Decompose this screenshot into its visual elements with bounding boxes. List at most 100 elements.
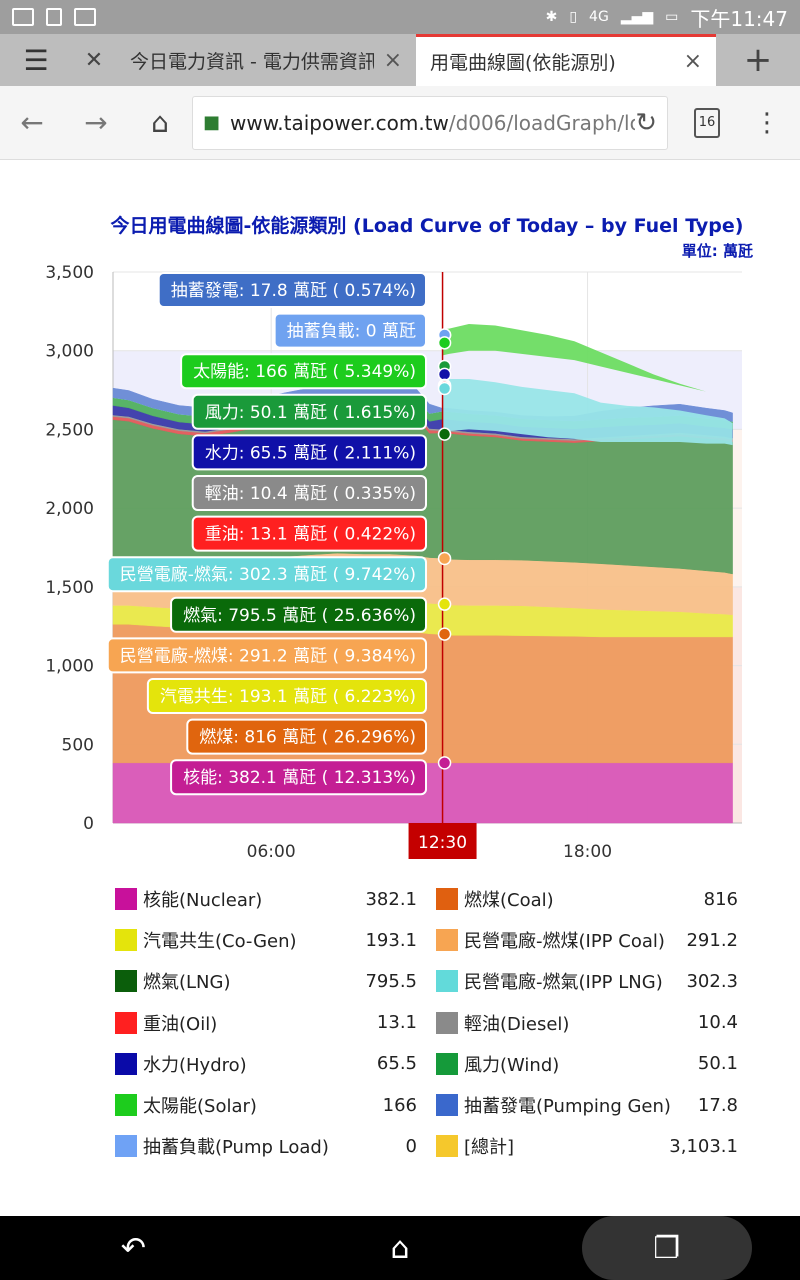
legend-item[interactable]: 太陽能(Solar) 166 (115, 1090, 417, 1120)
legend-swatch (115, 1011, 137, 1034)
recent-apps-icon[interactable]: ❐ (581, 1216, 752, 1280)
tooltip-row: 民營電廠-燃煤: 291.2 萬瓩 ( 9.384%) (106, 637, 427, 674)
y-tick-label: 0 (83, 814, 94, 834)
tooltip-box (180, 353, 427, 390)
gallery-icon (12, 8, 34, 26)
tooltip-box (186, 718, 427, 755)
network-type: 4G (589, 9, 609, 25)
url-path: /d006/loadGraph/lo (448, 110, 636, 135)
legend-item[interactable]: 燃煤(Coal) 816 (436, 884, 738, 914)
tooltip-label: 水力: 65.5 萬瓩 ( 2.111%) (205, 443, 416, 463)
reload-icon[interactable]: ↻ (635, 107, 657, 138)
legend-label: 抽蓄負載(Pump Load) (143, 1137, 329, 1159)
legend-label: 燃氣(LNG) (143, 972, 231, 994)
x-tick-label: 18:00 (563, 842, 612, 862)
tooltip-row: 燃氣: 795.5 萬瓩 ( 25.636%) (170, 596, 427, 633)
y-tick-label: 3,000 (45, 342, 94, 362)
clock: 下午11:47 (690, 6, 788, 31)
tooltip-row: 抽蓄負載: 0 萬瓩 (273, 312, 427, 349)
legend-item[interactable]: 水力(Hydro) 65.5 (115, 1049, 417, 1079)
tooltip-label: 輕油: 10.4 萬瓩 ( 0.335%) (205, 484, 416, 504)
tooltip-marker (437, 367, 452, 382)
legend-swatch (436, 970, 458, 993)
legend-label: 民營電廠-燃煤(IPP Coal) (464, 931, 665, 953)
tab-title: 用電曲線圖(依能源別) (430, 52, 616, 74)
tab-count-button[interactable]: 16 (694, 107, 720, 138)
tooltip-row: 輕油: 10.4 萬瓩 ( 0.335%) (191, 475, 427, 511)
tooltip-box (157, 272, 427, 308)
tooltip-label: 核能: 382.1 萬瓩 ( 12.313%) (183, 768, 416, 788)
overlay-民營電廠-燃氣(IPP LNG) band (442, 379, 733, 446)
legend-label: 輕油(Diesel) (464, 1013, 570, 1035)
legend-label: 水力(Hydro) (143, 1054, 247, 1076)
legend-label: 抽蓄發電(Pumping Gen) (464, 1096, 671, 1117)
new-tab-icon[interactable]: + (743, 40, 773, 80)
hamburger-menu-icon[interactable]: ☰ (23, 43, 49, 77)
load-curve-chart: 今日用電曲線圖-依能源類別 (Load Curve of Today – by … (45, 214, 753, 862)
tooltip-label: 民營電廠-燃煤: 291.2 萬瓩 ( 9.384%) (120, 645, 416, 666)
tooltip-label: 民營電廠-燃氣: 302.3 萬瓩 ( 9.742%) (120, 564, 416, 585)
navigation-bar: ↶ ⌂ ❐ (0, 1216, 800, 1280)
tooltip-row: 風力: 50.1 萬瓩 ( 1.615%) (191, 393, 427, 430)
legend-item[interactable]: 汽電共生(Co-Gen) 193.1 (115, 925, 417, 955)
legend-item[interactable]: 民營電廠-燃氣(IPP LNG) 302.3 (436, 966, 738, 996)
legend-swatch (436, 888, 458, 910)
tooltip-row: 水力: 65.5 萬瓩 ( 2.111%) (191, 434, 427, 471)
tooltip-label: 太陽能: 166 萬瓩 ( 5.349%) (193, 362, 416, 382)
back-nav-icon[interactable]: ↶ (120, 1230, 146, 1266)
y-tick-label: 1,500 (45, 578, 94, 598)
legend-item[interactable]: 民營電廠-燃煤(IPP Coal) 291.2 (436, 925, 738, 955)
tooltip-marker (437, 627, 452, 641)
legend-label: 汽電共生(Co-Gen) (143, 931, 297, 953)
bluetooth-icon: ✱ (545, 9, 558, 25)
tooltip-box (273, 312, 427, 349)
legend-swatch (115, 970, 137, 993)
close-icon[interactable]: ✕ (84, 47, 104, 73)
tab-load-curve[interactable]: 用電曲線圖(依能源別) × (416, 34, 716, 86)
legend-item[interactable]: 燃氣(LNG) 795.5 (115, 966, 417, 996)
signal-icon: ▂▄▆ (620, 9, 654, 25)
cursor-label: 12:30 (418, 833, 467, 853)
lock-icon: ■ (203, 112, 221, 133)
tab-close-icon[interactable]: × (683, 49, 702, 74)
legend-value: 65.5 (376, 1053, 417, 1075)
legend-label: 風力(Wind) (464, 1054, 560, 1076)
legend-item[interactable]: 抽蓄負載(Pump Load) 0 (115, 1131, 417, 1161)
home-nav-icon[interactable]: ⌂ (390, 1230, 410, 1266)
tooltip-row: 抽蓄發電: 17.8 萬瓩 ( 0.574%) (157, 272, 427, 308)
legend-item[interactable]: 核能(Nuclear) 382.1 (115, 884, 417, 914)
legend-value: 302.3 (686, 970, 738, 992)
legend-swatch (436, 1052, 458, 1075)
forward-arrow-icon[interactable]: → (84, 106, 108, 139)
url-bar[interactable]: ■ www.taipower.com.tw /d006/loadGraph/lo… (192, 95, 668, 150)
legend-swatch (115, 1094, 137, 1116)
legend-swatch (115, 888, 137, 910)
tooltip-marker (437, 551, 452, 566)
tab-close-icon[interactable]: × (383, 47, 402, 73)
tooltip-label: 抽蓄發電: 17.8 萬瓩 ( 0.574%) (171, 281, 416, 301)
legend-swatch (115, 1135, 137, 1158)
tooltip-row: 重油: 13.1 萬瓩 ( 0.422%) (191, 515, 427, 552)
tooltip-box (170, 759, 427, 796)
y-tick-label: 3,500 (45, 263, 94, 283)
legend-item[interactable]: 風力(Wind) 50.1 (436, 1049, 738, 1079)
legend-label: 重油(Oil) (143, 1013, 218, 1035)
tooltip-row: 汽電共生: 193.1 萬瓩 ( 6.223%) (146, 678, 427, 714)
y-tick-label: 1,000 (45, 657, 94, 677)
home-icon[interactable]: ⌂ (151, 106, 169, 139)
x-tick-label: 06:00 (247, 842, 296, 862)
tab-power-info[interactable]: 今日電力資訊 - 電力供需資訊 × (116, 34, 416, 86)
legend-value: 3,103.1 (669, 1135, 738, 1157)
legend-value: 17.8 (697, 1094, 738, 1116)
legend-item[interactable]: 抽蓄發電(Pumping Gen) 17.8 (436, 1090, 738, 1120)
legend-swatch (436, 1094, 458, 1116)
tooltip-row: 燃煤: 816 萬瓩 ( 26.296%) (186, 718, 427, 755)
back-arrow-icon[interactable]: ← (20, 106, 44, 139)
browser-toolbar: ← → ⌂ ■ www.taipower.com.tw /d006/loadGr… (0, 86, 800, 160)
legend-value: 291.2 (686, 929, 738, 951)
legend-item[interactable]: 重油(Oil) 13.1 (115, 1008, 417, 1038)
legend-item[interactable]: 輕油(Diesel) 10.4 (436, 1008, 738, 1038)
tooltip-row: 核能: 382.1 萬瓩 ( 12.313%) (170, 759, 427, 796)
overflow-menu-icon[interactable]: ⋮ (754, 107, 780, 138)
legend-item[interactable]: [總計] 3,103.1 (436, 1131, 738, 1161)
